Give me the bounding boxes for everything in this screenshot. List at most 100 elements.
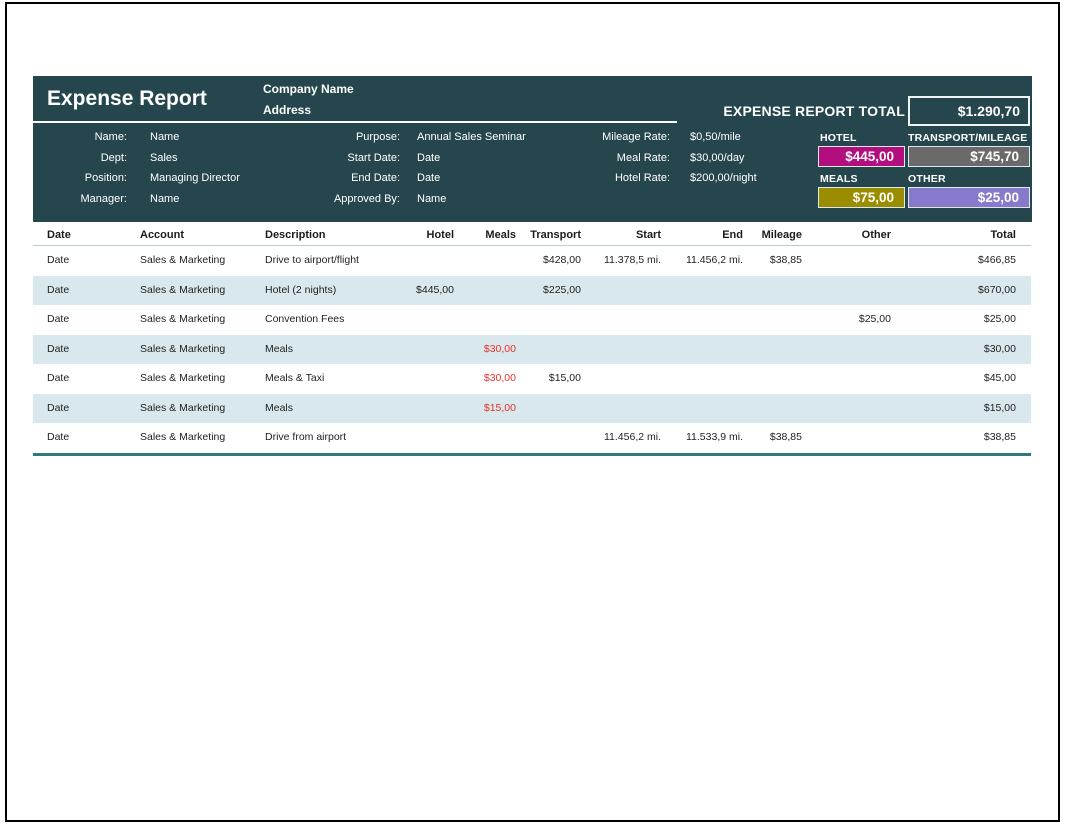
cell-meals: $30,00: [458, 335, 520, 365]
manager-label: Manager:: [81, 189, 127, 209]
cell-start: 11.456,2 mi.: [585, 423, 665, 453]
purpose-value: Annual Sales Seminar: [417, 127, 526, 147]
cell-mileage: [747, 335, 810, 365]
cell-mileage: [747, 364, 810, 394]
manager-value: Name: [150, 189, 179, 209]
other-summary-label: OTHER: [908, 173, 946, 185]
column-header-end: End: [665, 224, 747, 245]
expense-table: DateAccountDescriptionHotelMealsTranspor…: [33, 224, 1031, 456]
company-address: Address: [263, 103, 311, 117]
table-row: DateSales & MarketingConvention Fees $25…: [33, 305, 1031, 335]
cell-transport: [520, 335, 585, 365]
cell-other: [810, 246, 895, 276]
column-header-mileage: Mileage: [747, 224, 810, 245]
cell-end: [665, 335, 747, 365]
cell-hotel: [410, 394, 458, 424]
cell-account: Sales & Marketing: [140, 364, 265, 394]
cell-transport: $15,00: [520, 364, 585, 394]
hotel-summary-value: $445,00: [818, 146, 905, 167]
column-header-hotel: Hotel: [410, 224, 458, 245]
cell-total: $25,00: [895, 305, 1031, 335]
cell-date: Date: [33, 394, 140, 424]
cell-date: Date: [33, 423, 140, 453]
cell-meals: [458, 246, 520, 276]
cell-start: 11.378,5 mi.: [585, 246, 665, 276]
table-row: DateSales & MarketingMeals$15,00 $15,00: [33, 394, 1031, 424]
cell-total: $45,00: [895, 364, 1031, 394]
cell-meals: [458, 423, 520, 453]
start-date-value: Date: [417, 148, 440, 168]
table-header-row: DateAccountDescriptionHotelMealsTranspor…: [33, 224, 1031, 246]
cell-meals: [458, 276, 520, 306]
mileage-rate-value: $0,50/mile: [690, 127, 741, 147]
cell-meals: $15,00: [458, 394, 520, 424]
hotel-summary-label: HOTEL: [820, 132, 857, 144]
cell-description: Drive to airport/flight: [265, 246, 410, 276]
meals-summary-value: $75,00: [818, 187, 905, 208]
cell-mileage: $38,85: [747, 246, 810, 276]
other-summary-value: $25,00: [908, 187, 1030, 208]
meal-rate-label: Meal Rate:: [617, 148, 670, 168]
meal-rate-value: $30,00/day: [690, 148, 744, 168]
purpose-label: Purpose:: [356, 127, 400, 147]
position-label: Position:: [85, 168, 127, 188]
cell-other: [810, 364, 895, 394]
expense-report-page: Expense Report Company Name Address EXPE…: [0, 0, 1067, 828]
cell-transport: [520, 394, 585, 424]
cell-mileage: [747, 394, 810, 424]
table-row: DateSales & MarketingDrive to airport/fl…: [33, 246, 1031, 276]
cell-other: [810, 423, 895, 453]
column-header-total: Total: [895, 224, 1031, 245]
expense-table-body: DateSales & MarketingDrive to airport/fl…: [33, 246, 1031, 453]
cell-mileage: $38,85: [747, 423, 810, 453]
name-value: Name: [150, 127, 179, 147]
end-date-value: Date: [417, 168, 440, 188]
cell-start: [585, 394, 665, 424]
cell-end: [665, 394, 747, 424]
cell-transport: $225,00: [520, 276, 585, 306]
cell-description: Drive from airport: [265, 423, 410, 453]
cell-meals: $30,00: [458, 364, 520, 394]
cell-end: [665, 305, 747, 335]
info-row: Position: Managing Director End Date: Da…: [33, 168, 1032, 188]
meals-summary-label: MEALS: [820, 173, 858, 185]
cell-total: $670,00: [895, 276, 1031, 306]
cell-transport: [520, 423, 585, 453]
cell-other: [810, 394, 895, 424]
header-panel: Expense Report Company Name Address EXPE…: [33, 76, 1032, 222]
cell-description: Convention Fees: [265, 305, 410, 335]
start-date-label: Start Date:: [347, 148, 400, 168]
cell-start: [585, 364, 665, 394]
cell-date: Date: [33, 276, 140, 306]
cell-date: Date: [33, 364, 140, 394]
cell-account: Sales & Marketing: [140, 305, 265, 335]
cell-other: [810, 276, 895, 306]
column-header-date: Date: [33, 224, 140, 245]
transport-mileage-summary-value: $745,70: [908, 146, 1030, 167]
column-header-meals: Meals: [458, 224, 520, 245]
page-title: Expense Report: [47, 87, 207, 111]
cell-date: Date: [33, 246, 140, 276]
end-date-label: End Date:: [351, 168, 400, 188]
cell-end: 11.533,9 mi.: [665, 423, 747, 453]
approved-by-value: Name: [417, 189, 446, 209]
cell-account: Sales & Marketing: [140, 423, 265, 453]
cell-other: $25,00: [810, 305, 895, 335]
cell-end: [665, 276, 747, 306]
cell-mileage: [747, 276, 810, 306]
cell-start: [585, 305, 665, 335]
column-header-transport: Transport: [520, 224, 585, 245]
cell-hotel: [410, 364, 458, 394]
cell-start: [585, 276, 665, 306]
expense-report-total-label: EXPENSE REPORT TOTAL: [723, 96, 905, 126]
table-row: DateSales & MarketingMeals & Taxi$30,00$…: [33, 364, 1031, 394]
column-header-start: Start: [585, 224, 665, 245]
dept-label: Dept:: [101, 148, 127, 168]
cell-hotel: [410, 423, 458, 453]
cell-other: [810, 335, 895, 365]
title-divider: [33, 121, 677, 123]
approved-by-label: Approved By:: [334, 189, 400, 209]
cell-hotel: [410, 305, 458, 335]
table-row: DateSales & MarketingMeals$30,00 $30,00: [33, 335, 1031, 365]
table-row: DateSales & MarketingDrive from airport …: [33, 423, 1031, 453]
